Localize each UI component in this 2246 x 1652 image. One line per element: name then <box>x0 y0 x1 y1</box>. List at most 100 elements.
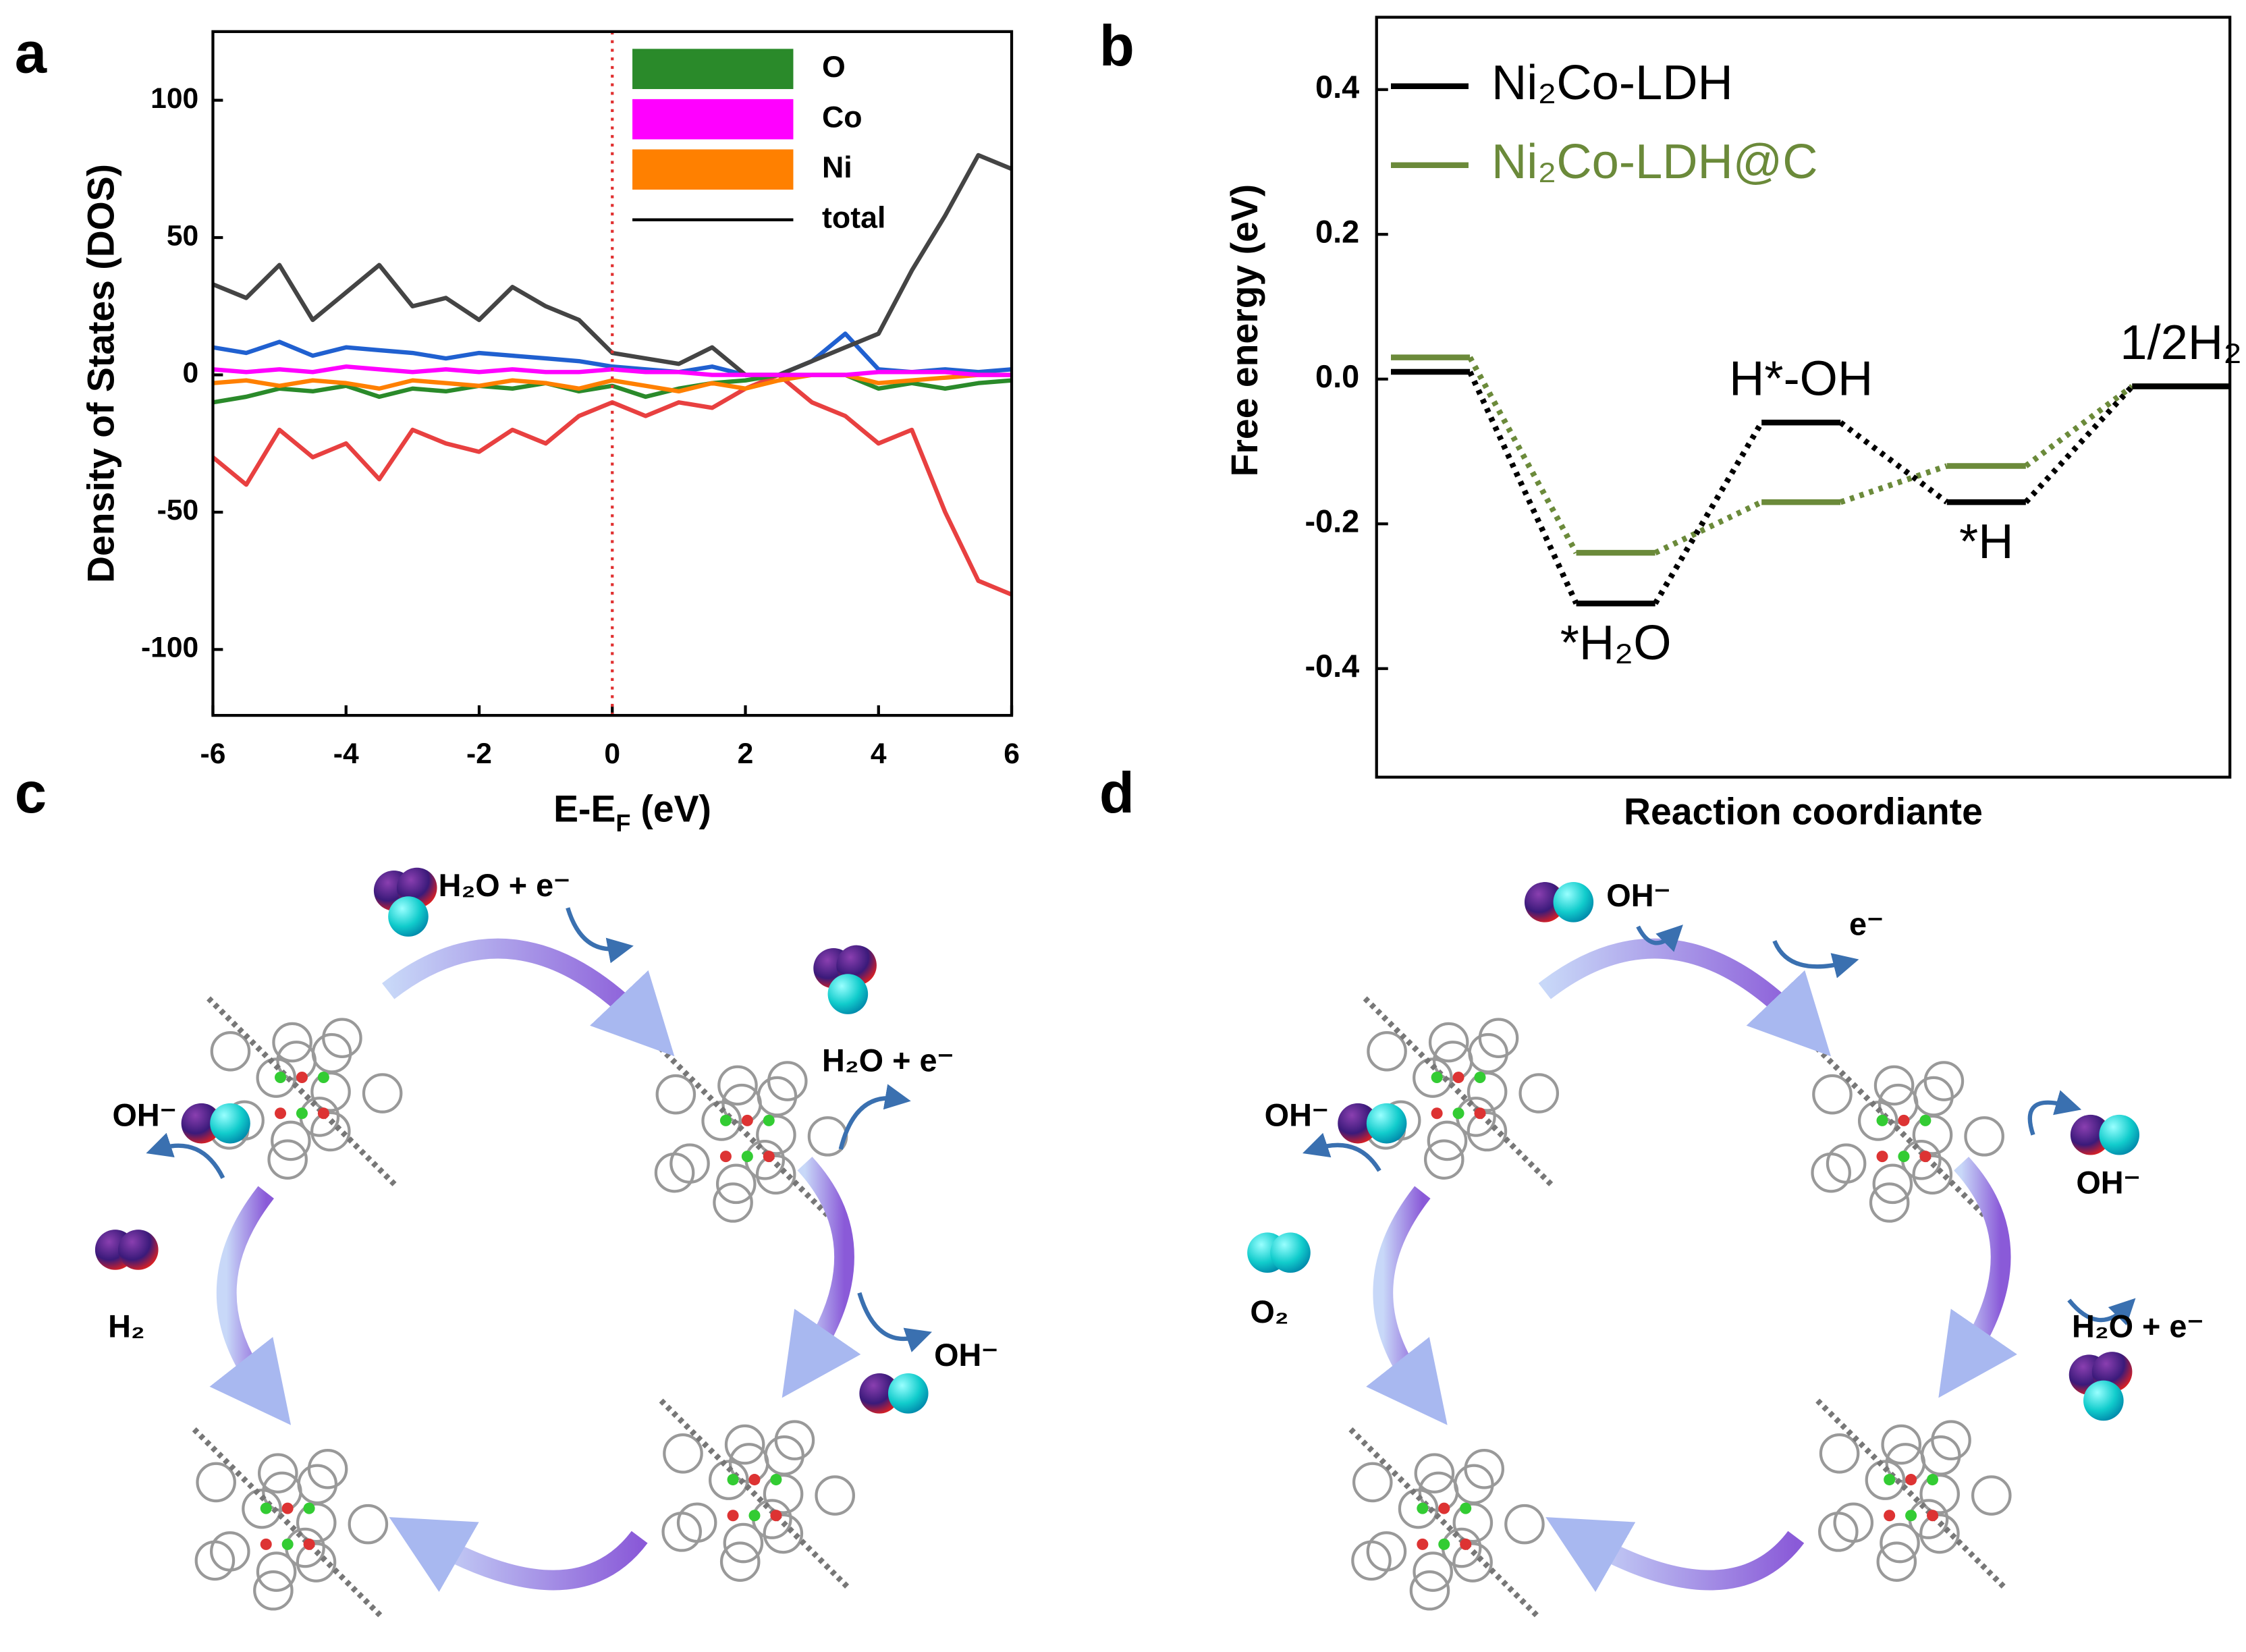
chain <box>1348 1427 1540 1618</box>
ring <box>267 1139 308 1180</box>
ball <box>887 1373 929 1414</box>
atom <box>275 1072 287 1084</box>
ring <box>663 1433 703 1474</box>
ring <box>271 1120 311 1161</box>
small-arrow <box>1303 1132 1381 1172</box>
ring <box>1880 1522 1920 1564</box>
x-axis-label: Reaction coordiante <box>1624 791 1983 833</box>
diagram-label: OH⁻ <box>112 1098 176 1133</box>
ring <box>1452 1542 1493 1582</box>
atom <box>1438 1502 1450 1514</box>
atom <box>317 1107 329 1120</box>
diagram-label: O₂ <box>1250 1294 1288 1329</box>
ring <box>1518 1073 1560 1113</box>
legend-label: Co <box>822 101 862 134</box>
ring <box>1467 1072 1508 1112</box>
small-arrow <box>2027 1090 2082 1136</box>
atom <box>1417 1538 1429 1550</box>
atom <box>1460 1502 1472 1514</box>
ball <box>117 1230 159 1270</box>
ball <box>859 1373 900 1414</box>
ring <box>763 1474 804 1514</box>
x-tick-label: 4 <box>871 738 887 770</box>
connector <box>1467 370 1579 605</box>
ring <box>310 1072 351 1112</box>
atom <box>1474 1107 1486 1120</box>
x-axis-label: E-EF (eV) <box>553 788 711 836</box>
ring <box>1833 1502 1874 1543</box>
ring <box>1869 1182 1910 1223</box>
atom <box>1898 1114 1910 1126</box>
ball <box>1553 882 1594 923</box>
legend-label: Ni₂Co-LDH <box>1491 55 1733 110</box>
diagram-label: H₂O + e⁻ <box>439 868 570 903</box>
ring <box>1919 1474 1960 1514</box>
x-axis-label-part: E-E <box>553 788 615 829</box>
ring <box>296 1542 337 1582</box>
connector <box>1838 420 1949 505</box>
atom <box>296 1072 308 1084</box>
diagram-label: H₂O + e⁻ <box>2072 1309 2203 1344</box>
ring <box>1881 1424 1922 1465</box>
ring <box>348 1504 389 1545</box>
ring <box>1971 1475 2012 1516</box>
atom <box>763 1114 775 1126</box>
atom <box>1927 1474 1939 1486</box>
ring <box>1428 1022 1469 1063</box>
diagram-label: H₂O + e⁻ <box>822 1043 954 1078</box>
y-tick-label: -0.2 <box>1305 504 1359 539</box>
atom <box>727 1474 739 1486</box>
ring <box>724 1424 765 1465</box>
atom <box>281 1502 294 1514</box>
ring <box>713 1182 753 1223</box>
ring <box>1912 1114 1953 1155</box>
x-tick-label: 2 <box>738 738 754 770</box>
ring <box>196 1462 236 1503</box>
ring <box>756 1114 796 1155</box>
ring <box>1819 1433 1860 1474</box>
ring <box>210 1531 250 1572</box>
ring <box>764 1435 804 1476</box>
annotation: *H <box>1959 514 2013 569</box>
ring <box>1872 1163 1913 1205</box>
ring <box>807 1116 848 1157</box>
small-arrow <box>2067 1298 2136 1326</box>
ring <box>311 1032 352 1074</box>
atom <box>1919 1151 1932 1163</box>
ring <box>1857 1101 1898 1141</box>
ring <box>1427 1120 1468 1161</box>
small-arrow <box>146 1132 225 1179</box>
x-axis-label-part: (eV) <box>640 788 711 829</box>
x-tick-label: -6 <box>200 738 226 770</box>
connector <box>1653 499 1763 556</box>
cycle-arrow <box>209 1186 292 1425</box>
x-tick-label: 0 <box>604 738 620 770</box>
x-axis-label-sub: F <box>615 808 630 836</box>
ring <box>210 1031 251 1072</box>
ball <box>2070 1114 2111 1155</box>
ring <box>1398 1488 1439 1529</box>
catalyst-structure <box>1808 1039 2004 1231</box>
cycle-arrow <box>389 1517 648 1593</box>
chain <box>659 1398 850 1590</box>
ring <box>755 1154 796 1195</box>
ring <box>1423 1139 1464 1180</box>
y-tick-label: 50 <box>167 219 198 252</box>
catalyst-structure <box>659 1398 855 1590</box>
atom <box>748 1474 761 1486</box>
atom <box>1452 1072 1464 1084</box>
small-arrow <box>566 907 634 964</box>
atom <box>719 1151 732 1163</box>
dos-line <box>213 373 1012 394</box>
connector <box>2023 384 2135 504</box>
diagram-label: e⁻ <box>1849 906 1884 941</box>
ring <box>1414 1453 1455 1493</box>
ring <box>709 1460 749 1500</box>
catalyst-structure <box>1363 996 1560 1188</box>
ring <box>1912 1154 1953 1195</box>
atom <box>727 1510 739 1522</box>
y-tick-label: 0.4 <box>1315 70 1359 105</box>
chain <box>1808 1039 2000 1231</box>
